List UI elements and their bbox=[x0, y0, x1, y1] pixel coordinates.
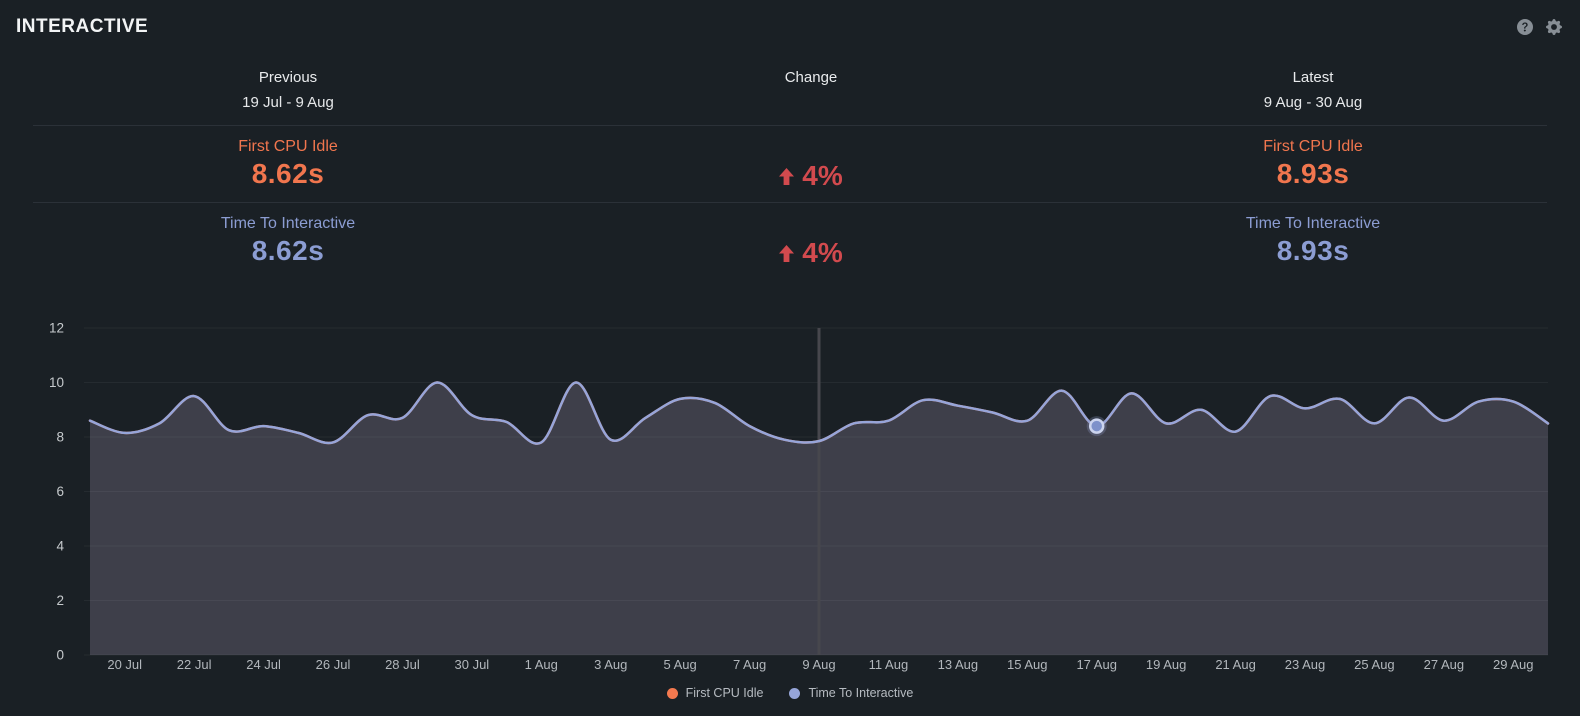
x-tick-label: 9 Aug bbox=[802, 657, 835, 672]
change-column-header: Change bbox=[576, 69, 1046, 111]
change-label: Change bbox=[784, 69, 838, 86]
metric-name: Time To Interactive bbox=[1245, 215, 1381, 232]
latest-date-range: 9 Aug - 30 Aug bbox=[1263, 94, 1363, 111]
latest-label: Latest bbox=[1292, 69, 1334, 86]
series-line-time-to-interactive bbox=[88, 381, 1550, 445]
legend-label: Time To Interactive bbox=[808, 686, 914, 700]
x-tick-label: 28 Jul bbox=[385, 657, 420, 672]
x-tick-label: 26 Jul bbox=[316, 657, 351, 672]
x-tick-label: 27 Aug bbox=[1424, 657, 1465, 672]
chart-legend: First CPU Idle Time To Interactive bbox=[0, 686, 1580, 700]
x-tick-label: 22 Jul bbox=[177, 657, 212, 672]
x-tick-label: 13 Aug bbox=[938, 657, 979, 672]
legend-dot-blue bbox=[789, 687, 801, 699]
arrow-up-icon bbox=[779, 167, 795, 185]
x-tick-label: 11 Aug bbox=[869, 657, 909, 672]
row-divider bbox=[33, 125, 1547, 126]
legend-item-time-to-interactive: Time To Interactive bbox=[789, 686, 913, 700]
metric-row-first-cpu-idle: First CPU Idle 8.62s 4% First CPU Idle 8… bbox=[0, 126, 1580, 202]
x-tick-label: 25 Aug bbox=[1354, 657, 1395, 672]
metric-previous-value: 8.62s bbox=[251, 158, 325, 189]
x-tick-label: 1 Aug bbox=[525, 657, 558, 672]
y-tick-label: 8 bbox=[56, 430, 64, 445]
change-value: 4% bbox=[802, 237, 843, 268]
previous-date-range: 19 Jul - 9 Aug bbox=[242, 94, 334, 111]
highlight-marker[interactable] bbox=[1088, 418, 1105, 434]
y-tick-label: 6 bbox=[56, 484, 64, 499]
interactive-chart[interactable]: 12 10 8 6 4 2 0 20 Jul 22 Jul 24 Jul 26 Jul 28 Jul 3… bbox=[0, 296, 1580, 680]
legend-item-first-cpu-idle: First CPU Idle bbox=[666, 686, 764, 700]
page-title: INTERACTIVE bbox=[16, 16, 149, 37]
metric-name: First CPU Idle bbox=[1263, 138, 1363, 155]
y-tick-label: 4 bbox=[56, 539, 64, 554]
y-tick-label: 10 bbox=[49, 375, 64, 390]
x-tick-label: 3 Aug bbox=[594, 657, 627, 672]
previous-label: Previous bbox=[258, 69, 318, 86]
y-tick-label: 12 bbox=[49, 321, 64, 336]
y-tick-label: 0 bbox=[56, 648, 64, 663]
x-tick-label: 21 Aug bbox=[1215, 657, 1256, 672]
x-tick-label: 17 Aug bbox=[1076, 657, 1117, 672]
metric-latest-value: 8.93s bbox=[1276, 235, 1350, 266]
metric-name: Time To Interactive bbox=[220, 215, 356, 232]
x-tick-label: 30 Jul bbox=[455, 657, 490, 672]
help-icon[interactable] bbox=[1517, 19, 1533, 35]
metric-change: 4% bbox=[779, 160, 843, 192]
x-tick-label: 5 Aug bbox=[664, 657, 697, 672]
arrow-up-icon bbox=[779, 244, 795, 262]
x-tick-label: 23 Aug bbox=[1285, 657, 1326, 672]
comparison-section: Previous 19 Jul - 9 Aug Change Latest 9 … bbox=[0, 56, 1580, 279]
x-tick-label: 20 Jul bbox=[107, 657, 142, 672]
row-divider bbox=[33, 202, 1547, 203]
x-tick-label: 15 Aug bbox=[1007, 657, 1048, 672]
x-tick-label: 7 Aug bbox=[733, 657, 766, 672]
change-value: 4% bbox=[802, 160, 843, 191]
x-tick-label: 19 Aug bbox=[1146, 657, 1187, 672]
legend-label: First CPU Idle bbox=[685, 686, 764, 700]
legend-dot-orange bbox=[666, 687, 678, 699]
latest-column-header: Latest 9 Aug - 30 Aug bbox=[1046, 69, 1580, 111]
x-tick-label: 24 Jul bbox=[246, 657, 281, 672]
previous-column-header: Previous 19 Jul - 9 Aug bbox=[0, 69, 576, 111]
metric-previous-value: 8.62s bbox=[251, 235, 325, 266]
metric-change: 4% bbox=[779, 237, 843, 269]
header-icons bbox=[1517, 19, 1562, 35]
settings-icon[interactable] bbox=[1546, 19, 1562, 35]
metric-name: First CPU Idle bbox=[238, 138, 338, 155]
metric-latest-value: 8.93s bbox=[1276, 158, 1350, 189]
x-tick-label: 29 Aug bbox=[1493, 657, 1534, 672]
y-tick-label: 2 bbox=[56, 593, 64, 608]
metric-row-time-to-interactive: Time To Interactive 8.62s 4% Time To Int… bbox=[0, 203, 1580, 279]
panel-header: INTERACTIVE bbox=[0, 0, 1580, 56]
